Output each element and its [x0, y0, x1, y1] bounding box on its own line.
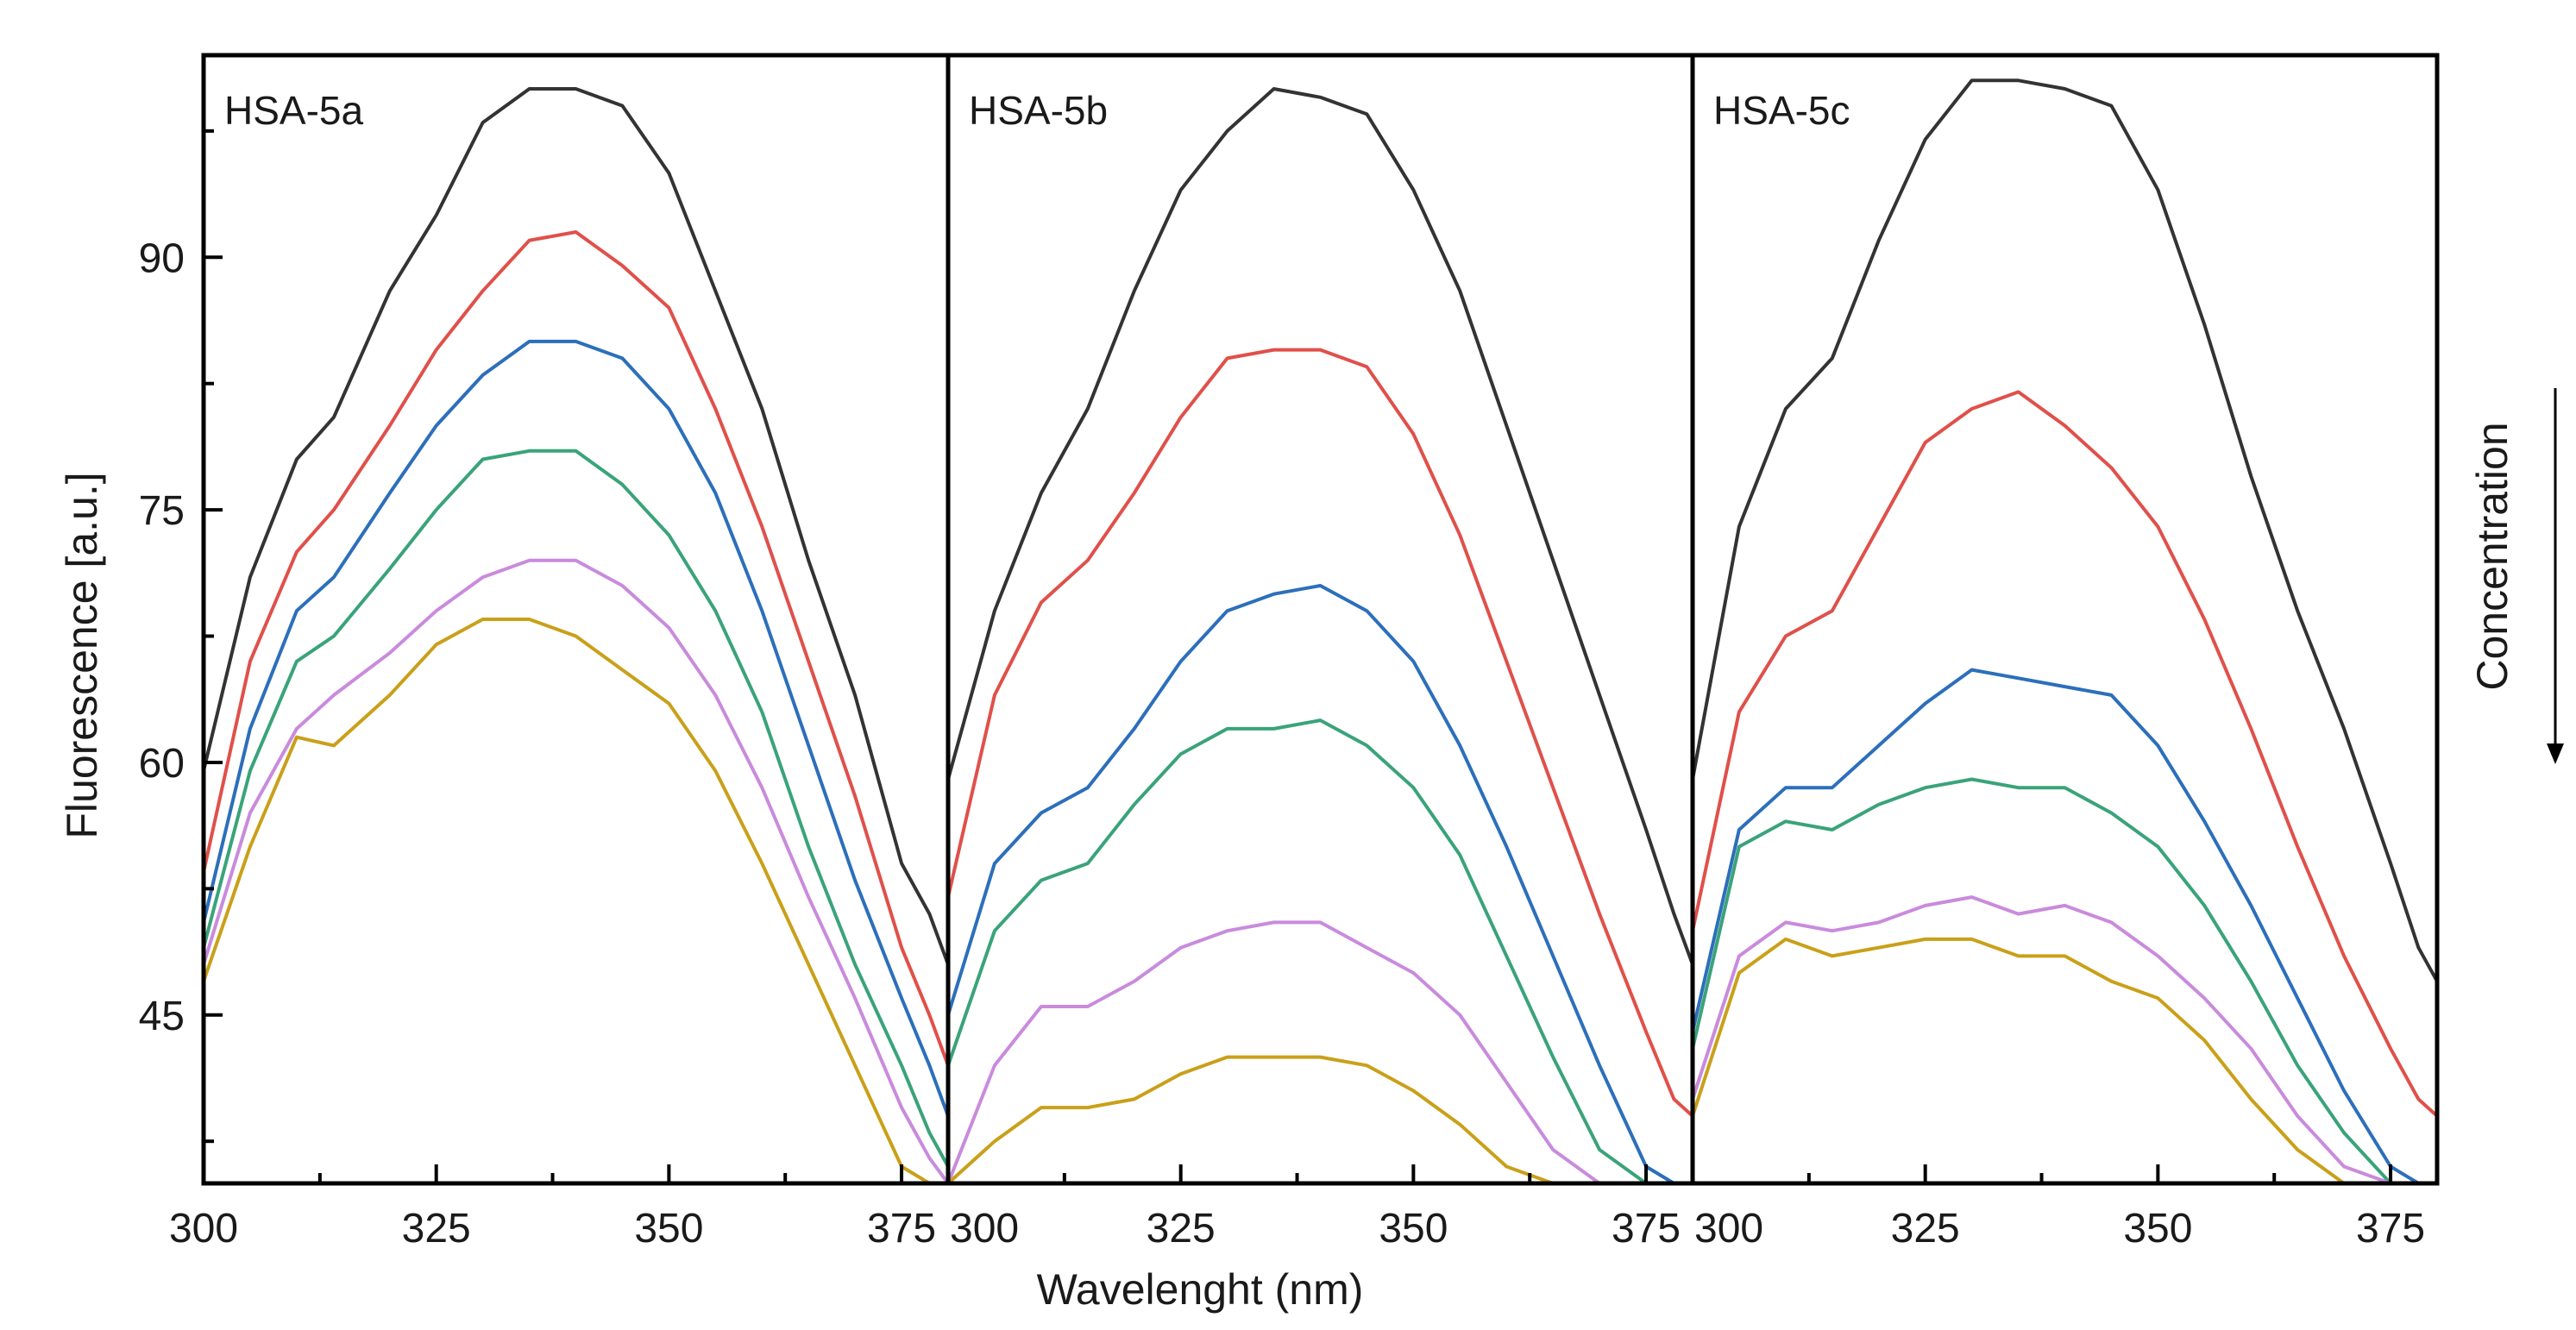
- panel-1-series-5-line: [204, 558, 948, 1183]
- panel-2-series-6-line: [948, 1055, 1693, 1183]
- panel-1-series-2-line: [204, 230, 948, 1068]
- y-tick-label: 75: [139, 488, 185, 534]
- x-tick-label: 300: [1694, 1206, 1763, 1252]
- panel-3-title: HSA-5c: [1713, 88, 1850, 133]
- x-tick-label: 375: [867, 1206, 936, 1252]
- concentration-arrow-head: [2547, 743, 2564, 764]
- panel-2-series-3-line: [948, 584, 1693, 1183]
- x-tick-label: 350: [1379, 1206, 1448, 1252]
- y-axis-title: Fluorescence [a.u.]: [58, 472, 106, 838]
- x-tick-label: 325: [1891, 1206, 1960, 1252]
- x-tick-label: 375: [2356, 1206, 2425, 1252]
- x-tick-label: 325: [1147, 1206, 1216, 1252]
- panel-1-series-4-line: [204, 449, 948, 1169]
- x-tick-label: 325: [402, 1206, 471, 1252]
- y-tick-label: 90: [139, 235, 185, 281]
- panel-3-series-6-line: [1693, 937, 2437, 1183]
- x-tick-label: 300: [950, 1206, 1019, 1252]
- panel-3-series-5-line: [1693, 895, 2437, 1183]
- panel-2-series-4-line: [948, 718, 1693, 1183]
- panels-layer: [204, 78, 2437, 1183]
- x-tick-label: 350: [2123, 1206, 2192, 1252]
- panel-1-title: HSA-5a: [224, 88, 363, 133]
- panel-3-series-4-line: [1693, 777, 2437, 1183]
- panel-2-title: HSA-5b: [969, 88, 1108, 133]
- panel-1-series-1-line: [204, 87, 948, 967]
- concentration-label: Concentration: [2468, 422, 2516, 690]
- frame-layer: HSA-5a HSA-5b HSA-5c: [201, 53, 2440, 1186]
- panel-3-series-2-line: [1693, 390, 2437, 1118]
- panel-2-series-5-line: [948, 920, 1693, 1183]
- panel-1-series-3-line: [204, 339, 948, 1118]
- x-axis-title: Wavelenght (nm): [1037, 1265, 1364, 1314]
- y-tick-label: 45: [139, 994, 185, 1039]
- panel-1-series-6-line: [204, 618, 948, 1183]
- panel-3-series-1-line: [1693, 78, 2437, 983]
- concentration-annotation: Concentration: [2468, 388, 2564, 764]
- plot-frame: [201, 53, 2440, 1186]
- panel-2-series-2-line: [948, 348, 1693, 1118]
- x-tick-label: 375: [1612, 1206, 1681, 1252]
- panel-2-plot: [948, 87, 1693, 1183]
- panel-3-series-3-line: [1693, 668, 2437, 1183]
- panel-3-plot: [1693, 78, 2437, 1183]
- x-tick-label: 350: [634, 1206, 703, 1252]
- x-tick-label: 300: [169, 1206, 238, 1252]
- axes-layer: 300 325 350 375 300 325 350 375 300 325 350 375 45 60…: [139, 129, 2425, 1252]
- y-tick-label: 60: [139, 741, 185, 787]
- panel-2-series-1-line: [948, 87, 1693, 967]
- panel-1-plot: [204, 87, 948, 1183]
